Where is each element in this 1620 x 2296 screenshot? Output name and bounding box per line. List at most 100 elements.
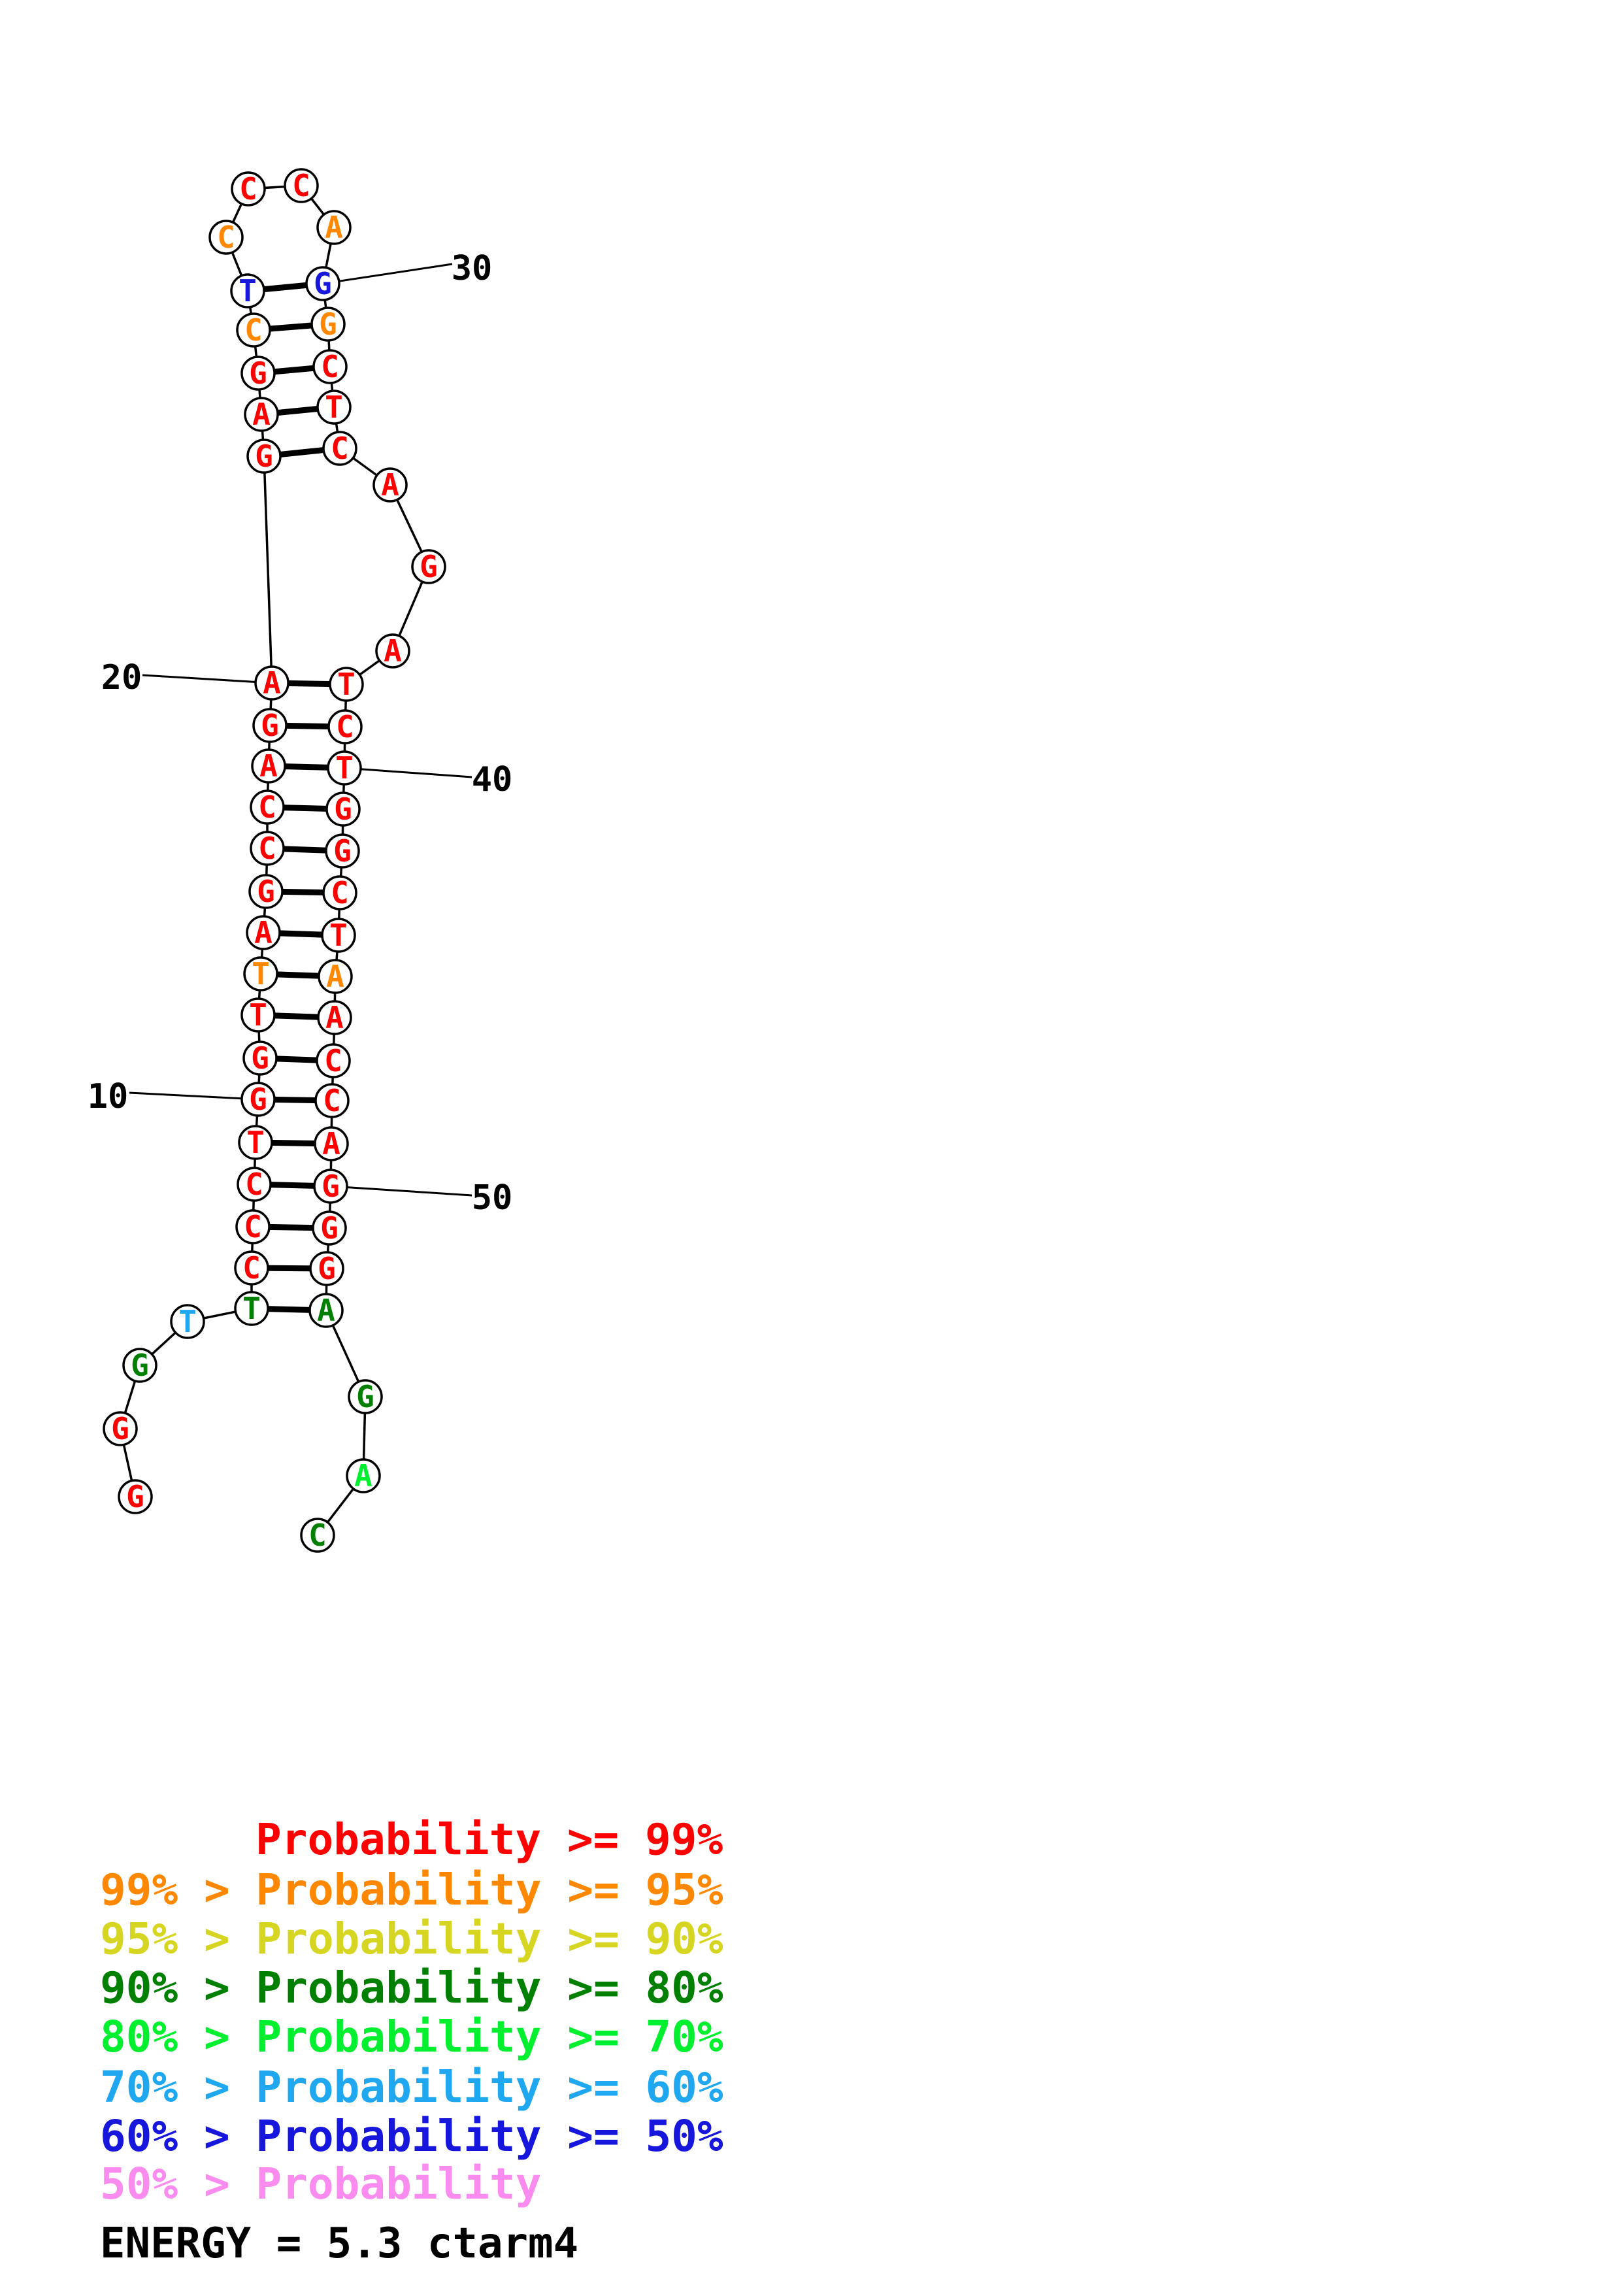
nucleotide-41-circle [325,791,361,827]
nucleotide-25-circle [230,273,265,308]
nucleotide-43-circle [322,875,357,910]
nucleotide-54-circle [348,1379,383,1414]
tick-label-30: 30 [452,249,493,288]
nucleotide-49-circle [314,1126,349,1161]
legend-row-p95: 99% > Probability >= 95% [100,1865,723,1915]
nucleotide-26-letter: C [217,220,235,255]
nucleotide-40-circle [327,750,362,786]
nucleotide-15-letter: G [257,874,275,909]
tick-label-50: 50 [472,1178,513,1218]
nucleotide-22-circle [244,397,279,432]
nucleotide-8-circle [237,1167,272,1202]
nucleotide-11-circle [242,1040,278,1076]
nucleotide-37-letter: A [384,633,402,669]
nucleotide-36-letter: G [420,549,438,584]
nucleotide-39-letter: C [336,709,354,744]
nucleotide-54-letter: G [356,1379,374,1414]
nucleotide-13-circle [243,956,278,991]
nucleotide-49-letter: A [322,1126,340,1161]
nucleotide-39-circle [327,709,363,744]
nucleotide-22-letter: A [252,397,271,432]
nucleotide-16-letter: C [258,831,276,866]
nucleotide-53-circle [308,1293,344,1328]
nucleotide-45-letter: A [326,959,344,994]
nucleotide-32-letter: C [321,349,339,384]
nucleotide-46-circle [317,1000,352,1035]
tick-label-20: 20 [101,658,142,697]
nucleotide-32-circle [312,349,348,384]
nucleotide-5-circle [234,1291,269,1326]
tick-label-10: 10 [88,1077,129,1116]
nucleotide-47-circle [316,1043,351,1078]
nucleotide-52-letter: G [318,1251,336,1286]
nucleotide-38-letter: T [337,667,355,702]
nucleotide-55-letter: A [354,1458,372,1493]
nucleotide-2-circle [103,1411,138,1446]
nucleotide-45-circle [318,959,353,994]
nucleotide-43-letter: C [331,875,349,910]
nucleotide-18-letter: A [259,748,278,784]
nucleotide-29-letter: A [325,210,343,245]
tick-line-20 [142,674,273,684]
nucleotide-16-circle [250,831,285,866]
nucleotide-9-circle [238,1125,273,1160]
tick-label-40: 40 [472,760,513,799]
nucleotide-38-circle [329,667,364,702]
nucleotide-30-letter: G [314,266,332,301]
nucleotide-17-letter: C [258,790,276,825]
nucleotide-3-letter: G [131,1348,149,1383]
nucleotide-6-letter: C [242,1250,261,1286]
legend-row-p70: 80% > Probability >= 70% [100,2012,723,2062]
nucleotide-51-circle [312,1210,347,1246]
legend-row-p99: Probability >= 99% [256,1814,723,1865]
nucleotide-1-letter: G [126,1479,144,1514]
nucleotide-8-letter: C [245,1167,263,1202]
legend-row-p90: 95% > Probability >= 90% [100,1914,723,1964]
energy-label: ENERGY = 5.3 ctarm4 [100,2220,578,2268]
nucleotide-44-circle [321,918,356,953]
nucleotide-40-letter: T [335,750,354,786]
nucleotide-46-letter: A [325,1000,344,1035]
nucleotide-20-circle [254,665,289,701]
tick-line-10 [129,1091,259,1101]
tick-line-40 [344,767,472,778]
nucleotide-31-letter: G [319,307,337,342]
legend-row-p60: 70% > Probability >= 60% [100,2062,723,2112]
nucleotide-36-circle [411,549,446,584]
nucleotide-56-letter: C [308,1518,327,1553]
nucleotide-23-letter: G [249,356,267,391]
nucleotide-26-circle [208,220,244,255]
nucleotide-35-letter: A [381,467,399,503]
nucleotide-7-circle [235,1209,271,1244]
tick-line-30 [322,263,453,285]
nucleotide-13-letter: T [252,956,270,991]
nucleotide-33-letter: T [325,390,343,425]
nucleotide-20-letter: A [263,665,281,701]
nucleotide-1-circle [118,1479,153,1514]
nucleotide-34-circle [322,431,357,466]
nucleotide-19-letter: G [261,708,279,743]
nucleotide-50-circle [313,1169,348,1204]
nucleotide-11-letter: G [251,1040,269,1076]
nucleotide-19-circle [252,708,288,743]
nucleotide-29-circle [316,210,352,245]
nucleotide-7-letter: C [244,1209,262,1244]
nucleotide-24-circle [236,312,271,348]
nucleotide-2-letter: G [111,1411,129,1446]
nucleotide-56-circle [300,1518,335,1553]
nucleotide-9-letter: T [246,1125,265,1160]
nucleotide-42-letter: G [333,833,352,869]
nucleotide-14-circle [246,915,281,950]
legend-row-p50: 60% > Probability >= 50% [100,2111,723,2161]
nucleotide-27-circle [231,171,266,207]
nucleotide-31-circle [310,307,346,342]
nucleotide-18-circle [251,748,286,784]
nucleotide-53-letter: A [317,1293,335,1328]
nucleotide-34-letter: C [331,431,349,466]
nucleotide-10-circle [240,1082,276,1117]
nucleotide-33-circle [316,390,352,425]
nucleotide-12-letter: T [249,997,267,1033]
